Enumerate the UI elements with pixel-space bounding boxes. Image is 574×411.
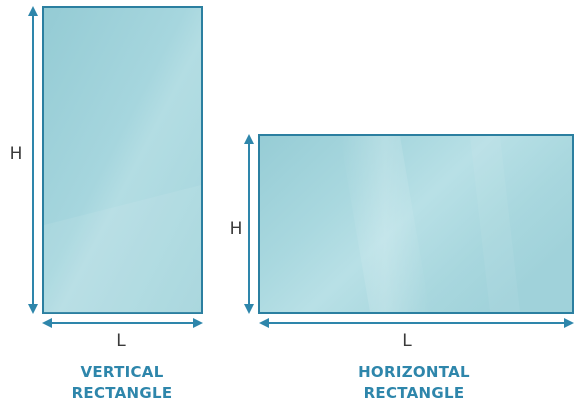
horizontal-panel-sheen-2 — [470, 136, 520, 312]
horizontal-height-dimension — [244, 134, 254, 314]
horizontal-caption-line1: HORIZONTAL — [358, 363, 470, 381]
horizontal-rectangle-group: H L HORIZONTAL RECTANGLE — [230, 134, 574, 402]
horizontal-height-label: H — [230, 219, 243, 239]
vertical-height-label: H — [10, 144, 23, 164]
arrow-left-icon — [42, 318, 52, 328]
vertical-length-label: L — [116, 331, 126, 351]
vertical-caption-line1: VERTICAL — [80, 363, 163, 381]
arrow-down-icon — [28, 304, 38, 314]
vertical-height-dimension — [28, 6, 38, 314]
arrow-up-icon — [28, 6, 38, 16]
vertical-panel-sheen — [44, 185, 201, 313]
horizontal-length-label: L — [402, 331, 412, 351]
arrow-right-icon — [564, 318, 574, 328]
vertical-length-dimension — [42, 318, 203, 328]
arrow-up-icon — [244, 134, 254, 144]
arrow-left-icon — [259, 318, 269, 328]
arrow-down-icon — [244, 304, 254, 314]
vertical-rectangle-group: H L VERTICAL RECTANGLE — [10, 6, 203, 402]
horizontal-caption-line2: RECTANGLE — [364, 384, 465, 402]
vertical-caption-line2: RECTANGLE — [72, 384, 173, 402]
horizontal-panel-sheen — [340, 136, 430, 312]
vertical-glass-panel — [42, 6, 203, 314]
horizontal-length-dimension — [259, 318, 574, 328]
arrow-right-icon — [193, 318, 203, 328]
